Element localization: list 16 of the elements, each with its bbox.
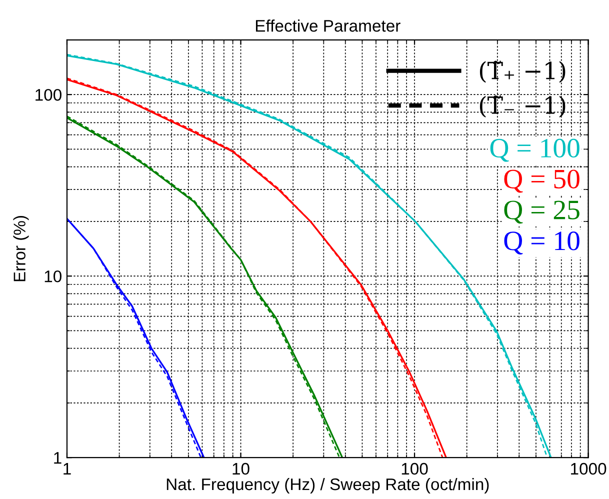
text: Q = 100 — [490, 138, 580, 162]
y-tick-label: 10 — [44, 270, 62, 282]
annotation: (T̃₋ −1) — [480, 95, 566, 118]
text: Q = 50 — [504, 170, 580, 193]
y-tick-label: 1 — [54, 452, 62, 464]
annotation: (T̃₊ −1) — [480, 60, 566, 83]
text: Q = 25 — [504, 200, 580, 224]
x-tick-label: 1000 — [571, 462, 606, 475]
x-axis-title: Nat. Frequency (Hz) / Sweep Rate (oct/min) — [166, 478, 489, 494]
text: Q = 10 — [504, 232, 580, 255]
y-tick-label: 100 — [36, 88, 62, 101]
chart-title: Effective Parameter — [256, 20, 400, 32]
y-axis-title: Error (%) — [13, 216, 29, 282]
x-tick-label: 100 — [402, 462, 428, 475]
x-tick-label: 10 — [232, 462, 250, 475]
x-tick-label: 1 — [64, 463, 71, 475]
